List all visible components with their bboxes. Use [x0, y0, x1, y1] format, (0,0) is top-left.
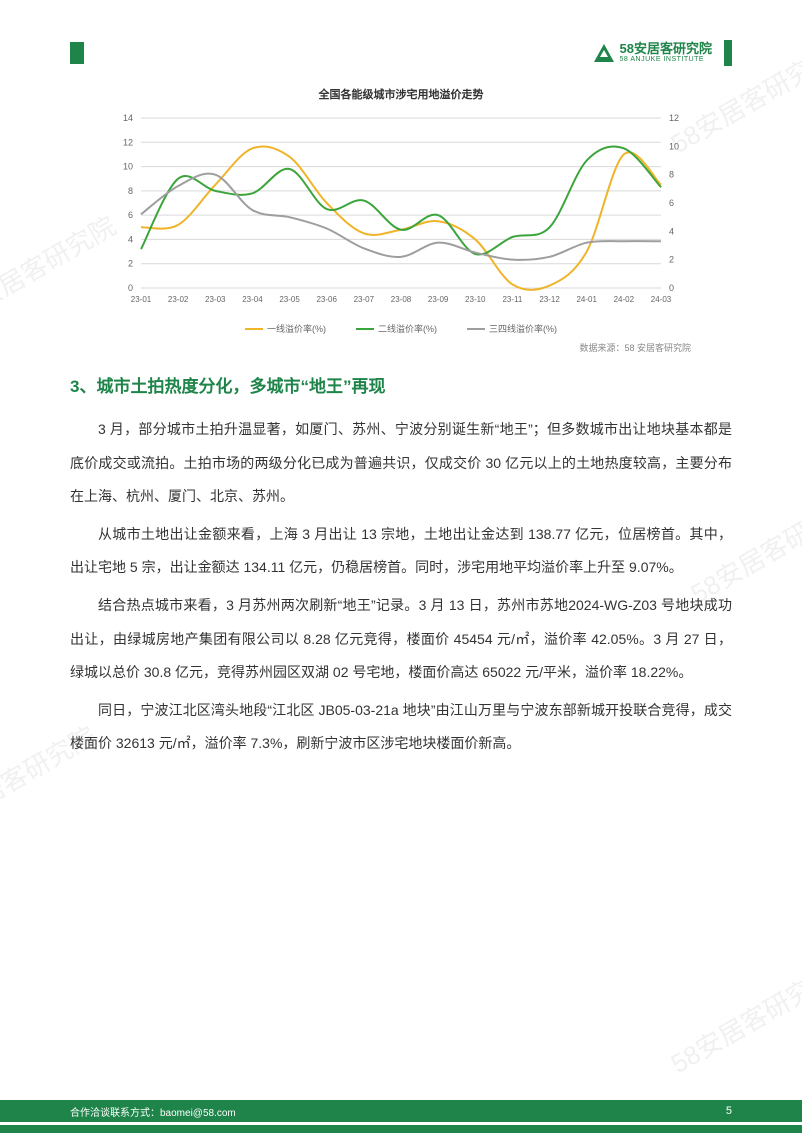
svg-text:4: 4	[669, 226, 674, 236]
svg-text:23-01: 23-01	[131, 295, 152, 304]
svg-text:24-01: 24-01	[576, 295, 597, 304]
legend-item: 一线溢价率(%)	[245, 322, 326, 335]
svg-text:23-06: 23-06	[316, 295, 337, 304]
svg-text:2: 2	[128, 259, 133, 269]
chart-legend: 一线溢价率(%) 二线溢价率(%) 三四线溢价率(%)	[101, 322, 701, 335]
svg-text:23-05: 23-05	[279, 295, 300, 304]
legend-item: 三四线溢价率(%)	[467, 322, 557, 335]
chart-container: 全国各能级城市涉宅用地溢价走势 0 2 4 6 8 10 12 14 0 2 4 6 8 10 12 23-0…	[101, 86, 701, 354]
svg-text:2: 2	[669, 255, 674, 265]
chart-data-source: 数据来源：58 安居客研究院	[101, 341, 701, 354]
svg-text:6: 6	[128, 210, 133, 220]
watermark: 58安居客研究院	[663, 956, 802, 1081]
logo-sub-text: 58 ANJUKE INSTITUTE	[620, 56, 712, 64]
svg-text:4: 4	[128, 234, 133, 244]
header-left-marker	[70, 42, 84, 64]
svg-text:0: 0	[669, 283, 674, 293]
svg-text:23-02: 23-02	[168, 295, 189, 304]
footer-contact: 合作洽谈联系方式：baomei@58.com	[70, 1104, 236, 1119]
body-paragraph: 结合热点城市来看，3 月苏州两次刷新“地王”记录。3 月 13 日，苏州市苏地2…	[70, 589, 732, 690]
svg-text:23-11: 23-11	[502, 295, 522, 304]
legend-item: 二线溢价率(%)	[356, 322, 437, 335]
svg-text:23-04: 23-04	[242, 295, 263, 304]
page-footer: 合作洽谈联系方式：baomei@58.com 5	[0, 1100, 802, 1133]
svg-text:12: 12	[123, 137, 133, 147]
header-bar: 58安居客研究院 58 ANJUKE INSTITUTE	[70, 40, 732, 66]
logo-triangle-icon	[594, 44, 614, 62]
svg-text:10: 10	[669, 141, 679, 151]
svg-text:23-03: 23-03	[205, 295, 226, 304]
page-number: 5	[726, 1105, 732, 1117]
svg-text:8: 8	[128, 186, 133, 196]
body-text: 3 月，部分城市土拍升温显著，如厦门、苏州、宁波分别诞生新“地王”；但多数城市出…	[70, 413, 732, 761]
svg-text:12: 12	[669, 113, 679, 123]
body-paragraph: 3 月，部分城市土拍升温显著，如厦门、苏州、宁波分别诞生新“地王”；但多数城市出…	[70, 413, 732, 514]
svg-text:0: 0	[128, 283, 133, 293]
chart-title: 全国各能级城市涉宅用地溢价走势	[101, 86, 701, 102]
header-right-accent	[724, 40, 732, 66]
logo: 58安居客研究院 58 ANJUKE INSTITUTE	[594, 40, 732, 66]
svg-text:10: 10	[123, 162, 133, 172]
svg-text:24-02: 24-02	[614, 295, 635, 304]
footer-bottom-bar	[0, 1125, 802, 1133]
section-heading: 3、城市土拍热度分化，多城市“地王”再现	[70, 372, 732, 397]
logo-main-text: 58安居客研究院	[620, 42, 712, 56]
svg-text:24-03: 24-03	[651, 295, 672, 304]
svg-text:23-09: 23-09	[428, 295, 449, 304]
svg-text:6: 6	[669, 198, 674, 208]
body-paragraph: 同日，宁波江北区湾头地段“江北区 JB05-03-21a 地块”由江山万里与宁波…	[70, 694, 732, 761]
svg-text:23-08: 23-08	[391, 295, 412, 304]
svg-text:23-07: 23-07	[354, 295, 375, 304]
svg-text:23-10: 23-10	[465, 295, 486, 304]
line-chart: 0 2 4 6 8 10 12 14 0 2 4 6 8 10 12 23-01 23-02 23-03 23-04…	[101, 108, 701, 318]
svg-text:8: 8	[669, 170, 674, 180]
body-paragraph: 从城市土地出让金额来看，上海 3 月出让 13 宗地，土地出让金达到 138.7…	[70, 518, 732, 585]
svg-text:23-12: 23-12	[539, 295, 560, 304]
svg-text:14: 14	[123, 113, 133, 123]
